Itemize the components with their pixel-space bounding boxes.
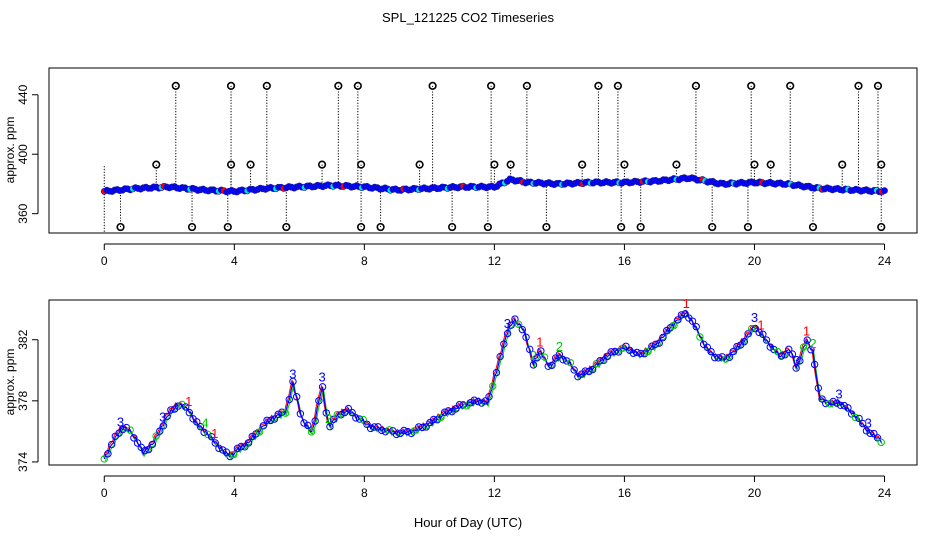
series-number-label: 3 (865, 415, 872, 430)
x-tick-label: 24 (878, 254, 892, 268)
high-outlier-point (875, 83, 882, 90)
series-number-label: 3 (793, 353, 800, 368)
x-tick-label: 8 (361, 486, 368, 500)
y-tick-label: 440 (16, 84, 30, 104)
series-number-label: 1 (211, 426, 218, 441)
series-number-label: 2 (530, 348, 537, 363)
top-y-axis-label: approx. ppm (3, 117, 17, 184)
high-outlier-point (748, 83, 755, 90)
series-number-label: 1 (683, 296, 690, 311)
baseline-point (881, 187, 887, 193)
series-number-label: 3 (835, 386, 842, 401)
x-tick-label: 12 (488, 486, 502, 500)
high-outlier-point (693, 83, 700, 90)
top-outliers (104, 83, 884, 233)
x-tick-label: 24 (878, 486, 892, 500)
high-outlier-point (595, 83, 602, 90)
y-tick-label: 378 (16, 391, 30, 411)
high-outlier-point (335, 83, 342, 90)
y-tick-label: 400 (16, 144, 30, 164)
y-tick-label: 360 (16, 203, 30, 223)
top-plot-frame (49, 68, 917, 233)
bottom-plot-frame (49, 300, 917, 465)
series-number-label: 3 (289, 367, 296, 382)
x-tick-label: 0 (101, 486, 108, 500)
series-number-label: 3 (504, 316, 511, 331)
high-outlier-point (524, 83, 531, 90)
series-number-label: 3 (318, 370, 325, 385)
series-number-label: 1 (757, 318, 764, 333)
series-number-label: 4 (201, 415, 208, 430)
x-tick-label: 20 (748, 254, 762, 268)
bottom-y-axis-label: approx. ppm (3, 349, 17, 416)
series-number-label: 3 (159, 409, 166, 424)
series-number-label: 2 (556, 339, 563, 354)
high-outlier-point (172, 83, 179, 90)
x-tick-label: 0 (101, 254, 108, 268)
bottom-series: 3 31413 32321 213131233 (101, 296, 884, 462)
top-series (101, 175, 887, 195)
x-tick-label: 8 (361, 254, 368, 268)
co2-timeseries-figure: SPL_121225 CO2 Timeseries approx. ppm 0 4… (0, 0, 936, 540)
chart-title: SPL_121225 CO2 Timeseries (382, 10, 554, 25)
x-tick-label: 16 (618, 486, 632, 500)
top-axes: 0 4 8 12 16 20 24 360 400 440 (16, 84, 891, 268)
high-outlier-point (355, 83, 362, 90)
bottom-panel: approx. ppm 0 4 8 12 16 20 24374378382 3 31413 3… (3, 296, 917, 500)
x-tick-label: 4 (231, 254, 238, 268)
high-outlier-point (488, 83, 495, 90)
series-3-line (104, 312, 881, 459)
y-tick-label: 382 (16, 329, 30, 349)
x-tick-label: 16 (618, 254, 632, 268)
x-axis-label: Hour of Day (UTC) (414, 515, 522, 530)
high-outlier-point (787, 83, 794, 90)
series-number-label: 2 (809, 336, 816, 351)
x-tick-label: 20 (748, 486, 762, 500)
x-tick-label: 12 (488, 254, 502, 268)
high-outlier-point (855, 83, 862, 90)
series-number-label: 3 (117, 415, 124, 430)
y-tick-label: 374 (16, 452, 30, 472)
high-outlier-point (615, 83, 622, 90)
x-tick-label: 4 (231, 486, 238, 500)
high-outlier-point (228, 83, 235, 90)
top-panel: approx. ppm 0 4 8 12 16 20 24 360 400 440 (3, 68, 917, 268)
series-number-label: 2 (325, 411, 332, 426)
series-number-label: 1 (185, 394, 192, 409)
high-outlier-point (429, 83, 436, 90)
high-outlier-point (264, 83, 271, 90)
series-number-label: 1 (536, 334, 543, 349)
